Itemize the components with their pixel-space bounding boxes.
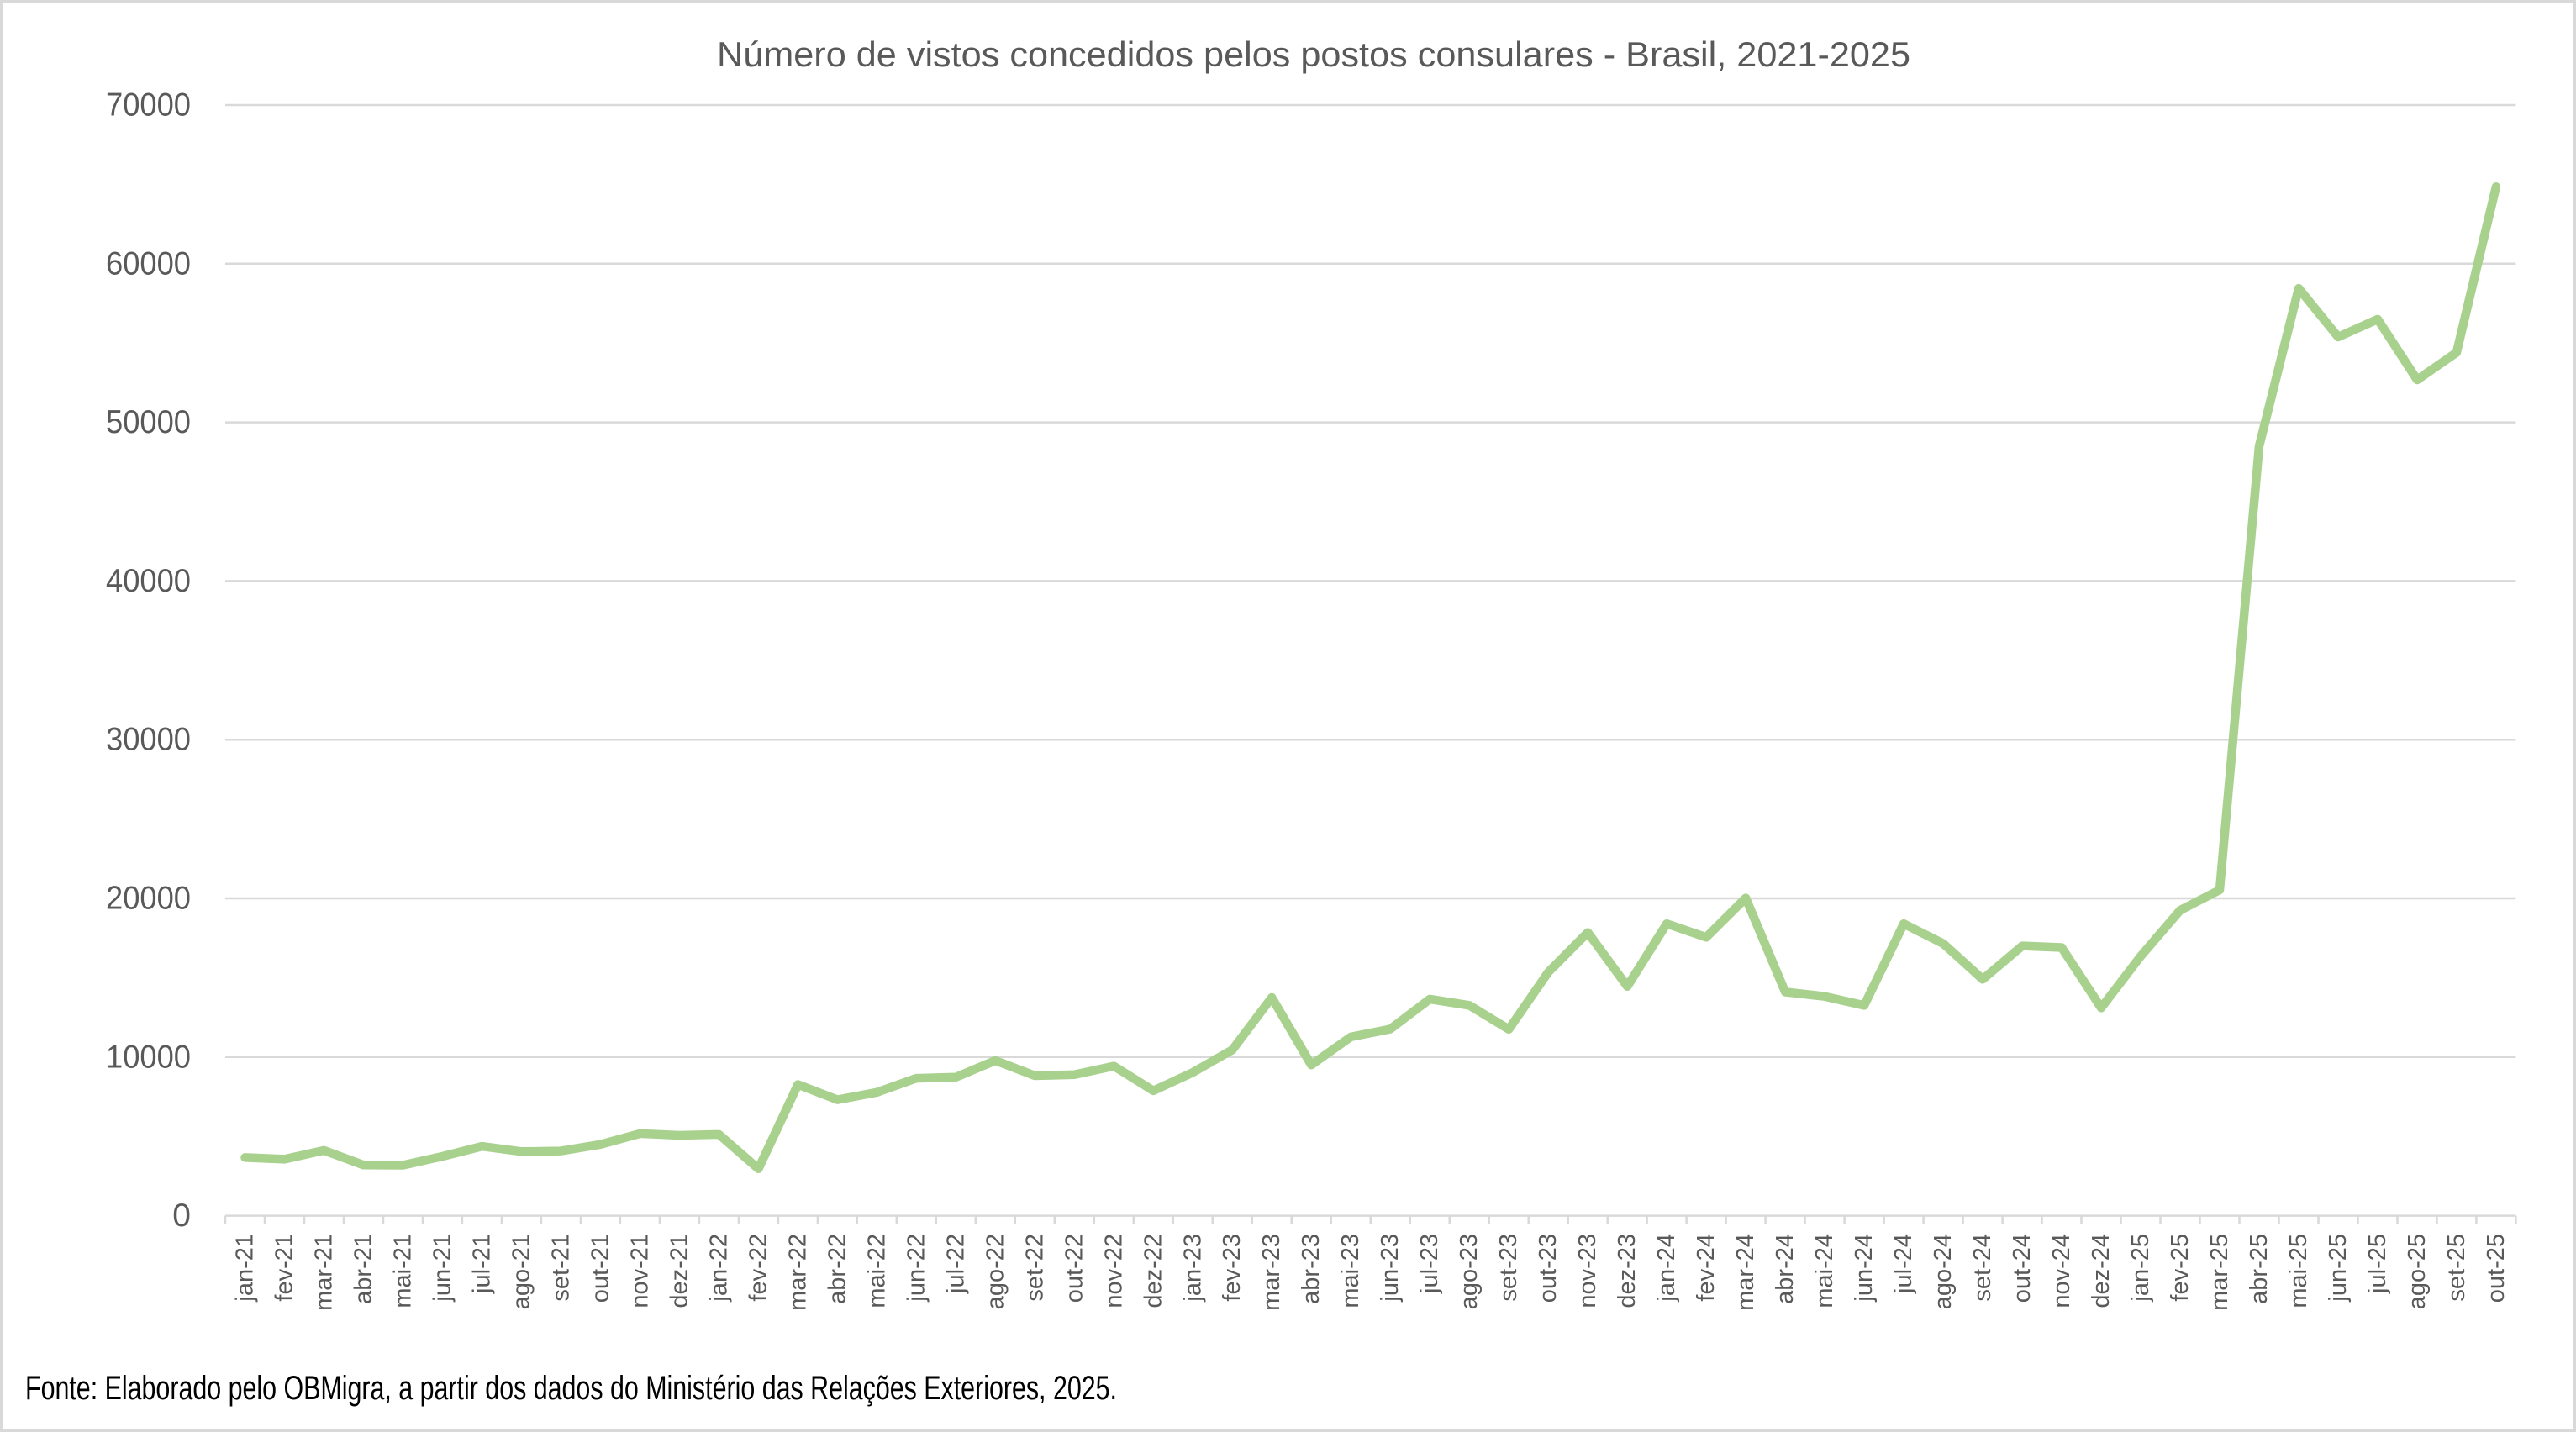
svg-text:abr-23: abr-23 [1298, 1234, 1325, 1304]
svg-text:70000: 70000 [106, 87, 191, 124]
svg-text:set-22: set-22 [1021, 1234, 1048, 1302]
svg-text:dez-23: dez-23 [1614, 1234, 1641, 1308]
svg-text:mar-25: mar-25 [2206, 1234, 2233, 1311]
svg-text:mai-23: mai-23 [1337, 1234, 1364, 1308]
svg-text:abr-24: abr-24 [1772, 1234, 1799, 1304]
svg-text:10000: 10000 [106, 1039, 191, 1075]
svg-text:set-24: set-24 [1969, 1234, 1996, 1302]
svg-text:jun-23: jun-23 [1377, 1234, 1404, 1303]
svg-text:30000: 30000 [106, 722, 191, 758]
svg-text:ago-22: ago-22 [982, 1234, 1009, 1309]
svg-text:jul-21: jul-21 [468, 1234, 495, 1294]
svg-text:out-25: out-25 [2483, 1234, 2510, 1303]
svg-text:Número de vistos concedidos pe: Número de vistos concedidos pelos postos… [717, 34, 1910, 74]
svg-text:dez-22: dez-22 [1140, 1234, 1167, 1308]
svg-text:jan-25: jan-25 [2127, 1234, 2154, 1303]
svg-text:set-21: set-21 [547, 1234, 574, 1302]
svg-text:fev-22: fev-22 [745, 1234, 772, 1302]
svg-text:abr-25: abr-25 [2246, 1234, 2273, 1304]
svg-text:ago-21: ago-21 [508, 1234, 535, 1309]
svg-text:nov-23: nov-23 [1574, 1234, 1601, 1308]
svg-text:jun-24: jun-24 [1851, 1234, 1878, 1303]
svg-text:abr-22: abr-22 [824, 1234, 851, 1304]
svg-text:jul-23: jul-23 [1416, 1234, 1443, 1294]
svg-text:mai-21: mai-21 [390, 1234, 417, 1308]
svg-text:fev-24: fev-24 [1693, 1234, 1720, 1302]
svg-text:mar-21: mar-21 [311, 1234, 338, 1311]
svg-text:jul-25: jul-25 [2364, 1234, 2391, 1294]
svg-text:fev-23: fev-23 [1219, 1234, 1246, 1302]
svg-text:jun-22: jun-22 [903, 1234, 930, 1303]
svg-text:jan-23: jan-23 [1179, 1234, 1206, 1303]
svg-text:40000: 40000 [106, 563, 191, 599]
svg-text:mai-24: mai-24 [1811, 1234, 1838, 1308]
svg-text:jul-24: jul-24 [1890, 1234, 1917, 1294]
svg-text:mai-22: mai-22 [863, 1234, 890, 1308]
svg-text:jan-24: jan-24 [1653, 1234, 1680, 1303]
svg-text:mar-23: mar-23 [1258, 1234, 1285, 1311]
svg-text:jun-25: jun-25 [2325, 1234, 2352, 1303]
svg-text:out-21: out-21 [587, 1234, 614, 1303]
svg-text:jan-22: jan-22 [705, 1234, 732, 1303]
svg-text:mar-22: mar-22 [784, 1234, 811, 1311]
svg-text:set-23: set-23 [1495, 1234, 1522, 1302]
svg-text:jan-21: jan-21 [232, 1234, 259, 1303]
svg-text:out-22: out-22 [1061, 1234, 1088, 1303]
svg-text:fev-25: fev-25 [2167, 1234, 2194, 1302]
svg-text:20000: 20000 [106, 881, 191, 917]
svg-text:0: 0 [172, 1198, 191, 1234]
svg-text:nov-24: nov-24 [2048, 1234, 2075, 1308]
svg-text:60000: 60000 [106, 245, 191, 282]
svg-text:out-23: out-23 [1535, 1234, 1562, 1303]
svg-text:ago-23: ago-23 [1456, 1234, 1483, 1309]
svg-text:jul-22: jul-22 [942, 1234, 969, 1294]
svg-text:set-25: set-25 [2443, 1234, 2470, 1302]
svg-text:dez-24: dez-24 [2088, 1234, 2115, 1308]
svg-text:out-24: out-24 [2009, 1234, 2036, 1303]
svg-text:nov-21: nov-21 [626, 1234, 653, 1308]
svg-text:50000: 50000 [106, 404, 191, 440]
svg-text:dez-21: dez-21 [666, 1234, 693, 1308]
svg-text:fev-21: fev-21 [271, 1234, 298, 1302]
svg-text:ago-24: ago-24 [1930, 1234, 1957, 1309]
svg-text:abr-21: abr-21 [350, 1234, 377, 1304]
svg-text:jun-21: jun-21 [429, 1234, 456, 1303]
svg-text:mar-24: mar-24 [1732, 1234, 1759, 1311]
svg-text:Fonte: Elaborado pelo OBMigra,: Fonte: Elaborado pelo OBMigra, a partir … [25, 1370, 1117, 1407]
svg-text:nov-22: nov-22 [1100, 1234, 1127, 1308]
svg-text:mai-25: mai-25 [2285, 1234, 2312, 1308]
svg-text:ago-25: ago-25 [2404, 1234, 2431, 1309]
